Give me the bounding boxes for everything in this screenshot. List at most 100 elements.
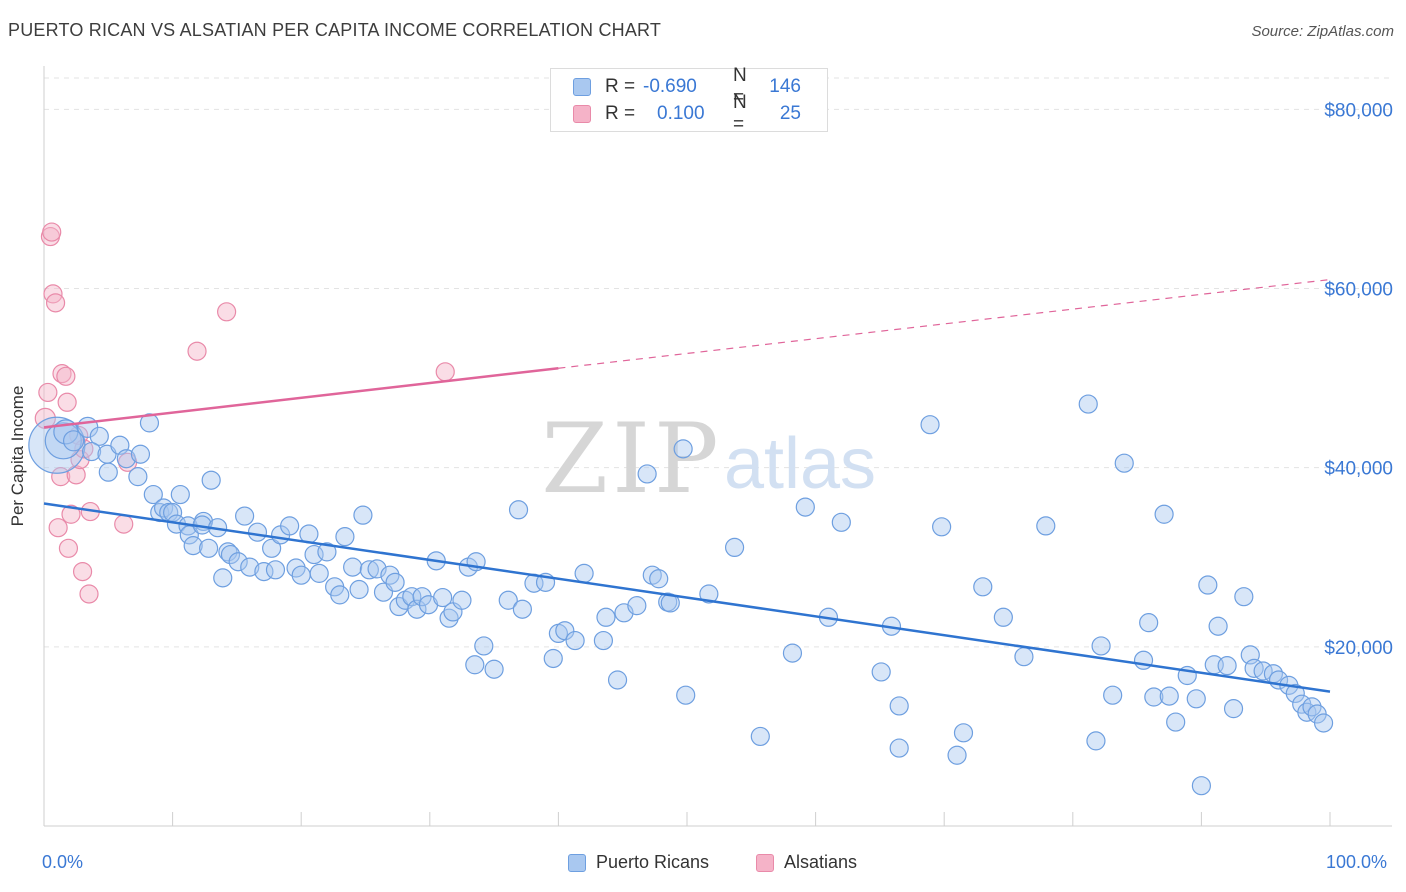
puerto-rican-point (199, 538, 219, 558)
stats-r-value: 0.100 (657, 103, 705, 124)
puerto-rican-point (247, 522, 268, 542)
alsatian-point (56, 366, 76, 386)
stats-n-label: N = (733, 92, 747, 135)
stats-row-puerto-ricans: R = -0.690 N = 146 (573, 65, 801, 108)
alsatian-point (114, 514, 134, 534)
puerto-rican-point (993, 607, 1013, 627)
watermark-atlas: atlas (724, 424, 876, 504)
puerto-rican-point (452, 590, 472, 610)
puerto-rican-point (240, 557, 260, 577)
puerto-rican-point (170, 484, 190, 505)
alsatian-point (45, 293, 66, 313)
legend-label-alsatians: Alsatians (784, 852, 858, 872)
alsatians-trend-line (43, 367, 559, 429)
puerto-rican-point (795, 497, 815, 517)
puerto-rican-point (213, 568, 233, 588)
legend-item-puerto-ricans[interactable]: Puerto Ricans (568, 852, 709, 873)
axes (43, 66, 1392, 827)
puerto-rican-point (953, 723, 974, 743)
puerto-rican-point (128, 467, 148, 487)
puerto-rican-point (1154, 504, 1174, 524)
chart-title: PUERTO RICAN VS ALSATIAN PER CAPITA INCO… (8, 20, 662, 40)
alsatian-point (58, 538, 79, 558)
puerto-rican-point (676, 685, 696, 705)
puerto-rican-point (143, 484, 163, 505)
stats-n-label: N = (733, 65, 747, 108)
puerto-rican-point (555, 621, 575, 641)
alsatian-point (79, 584, 99, 604)
alsatian-point (435, 362, 455, 382)
stats-r-label: R = (605, 103, 636, 124)
puerto-rican-point (932, 517, 952, 537)
puerto-ricans-trend-line (43, 502, 1331, 693)
puerto-rican-point (782, 643, 803, 663)
puerto-rican-point (1313, 713, 1334, 733)
puerto-rican-point (593, 630, 614, 651)
stats-legend: R = -0.690 N = 146 R = 0.100 N = 25 (550, 65, 828, 135)
y-tick-label: $80,000 (1324, 100, 1393, 121)
puerto-rican-point (402, 587, 422, 607)
puerto-rican-point (498, 590, 518, 610)
puerto-rican-point (465, 655, 485, 675)
puerto-rican-point (335, 527, 355, 547)
puerto-rican-point (1144, 687, 1164, 707)
puerto-rican-point (512, 599, 532, 619)
alsatian-point (42, 222, 62, 242)
series-puerto-ricans (28, 394, 1334, 796)
alsatian-point (187, 341, 207, 361)
stats-n-value: 25 (779, 103, 801, 124)
puerto-rican-point (724, 537, 745, 558)
alsatians-trend-line-projection (558, 278, 1331, 369)
puerto-rican-point (433, 587, 453, 608)
x-tick-label-min: 0.0% (42, 852, 84, 872)
puerto-rican-point (750, 726, 770, 747)
puerto-rican-point (62, 430, 85, 452)
series-legend: Puerto Ricans Alsatians (0, 852, 1406, 876)
puerto-rican-point (1166, 712, 1186, 732)
puerto-rican-point (1186, 689, 1206, 709)
puerto-rican-point (699, 584, 719, 604)
puerto-rican-point (1208, 616, 1228, 636)
puerto-rican-point (1217, 656, 1237, 676)
puerto-rican-point (831, 512, 851, 532)
puerto-rican-point (673, 439, 693, 459)
stats-swatch-puerto-ricans (573, 78, 591, 96)
puerto-rican-point (317, 542, 337, 562)
puerto-rican-point (330, 585, 350, 605)
puerto-rican-point (1078, 394, 1098, 414)
puerto-rican-point (183, 536, 203, 556)
puerto-rican-point (1234, 587, 1254, 607)
puerto-rican-point (871, 662, 891, 682)
puerto-rican-point (98, 462, 118, 482)
stats-r-label: R = (605, 76, 636, 97)
puerto-rican-point (1086, 731, 1106, 751)
trend-lines (43, 278, 1331, 693)
y-tick-label: $60,000 (1324, 280, 1393, 301)
puerto-rican-point (649, 569, 669, 589)
puerto-rican-point (201, 470, 221, 490)
puerto-rican-point (262, 538, 282, 558)
legend-label-puerto-ricans: Puerto Ricans (596, 852, 710, 872)
puerto-rican-point (1191, 776, 1212, 796)
alsatian-point (61, 504, 81, 524)
puerto-rican-point (235, 506, 255, 526)
puerto-rican-point (565, 630, 585, 651)
puerto-rican-point (920, 415, 940, 435)
puerto-rican-point (973, 577, 993, 597)
puerto-rican-point (130, 444, 151, 464)
puerto-rican-point (81, 441, 102, 462)
puerto-rican-point (1114, 453, 1134, 473)
chart-source: Source: ZipAtlas.com (1251, 23, 1394, 40)
legend-item-alsatians[interactable]: Alsatians (756, 852, 857, 873)
y-tick-label: $40,000 (1324, 459, 1393, 480)
puerto-rican-point (116, 449, 136, 469)
puerto-rican-point (574, 563, 594, 583)
puerto-rican-point (309, 563, 329, 583)
alsatian-point (48, 518, 68, 538)
alsatian-point (72, 561, 93, 582)
puerto-rican-point (349, 579, 369, 600)
puerto-rican-point (596, 607, 616, 627)
puerto-rican-point (607, 670, 628, 690)
puerto-rican-point (947, 745, 967, 765)
alsatian-point (217, 302, 237, 322)
